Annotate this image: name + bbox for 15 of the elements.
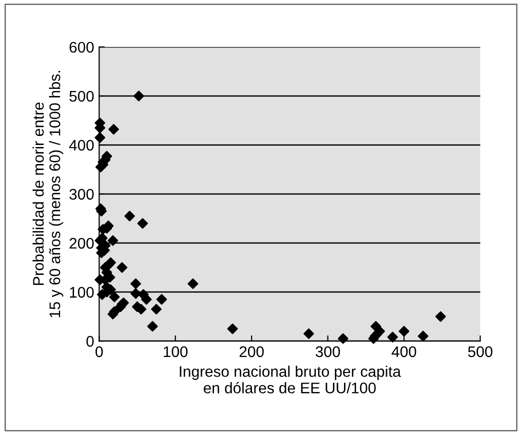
x-axis-title: Ingreso nacional bruto per capita en dólares de EE UU/100: [180, 366, 401, 394]
y-tick-label: 0: [86, 336, 94, 347]
y-tick-label: 300: [69, 188, 94, 200]
x-tick-label: 400: [392, 346, 416, 358]
y-tick-label: 500: [69, 90, 94, 102]
y-tick-label: 600: [70, 42, 94, 53]
y-tick-label: 200: [70, 238, 94, 249]
x-tick-label: 200: [240, 346, 264, 358]
y-axis-title: Probabilidad de morir entre 15 y 60 años (menos 60) / 1000 hbs.: [32, 70, 64, 318]
x-tick-label: 0: [96, 346, 103, 358]
x-tick-label: 300: [316, 346, 340, 358]
y-tick-label: 400: [69, 140, 94, 151]
x-tick-label: 100: [164, 346, 188, 358]
y-tick-label: 100: [70, 286, 94, 298]
x-tick-label: 500: [468, 346, 492, 358]
